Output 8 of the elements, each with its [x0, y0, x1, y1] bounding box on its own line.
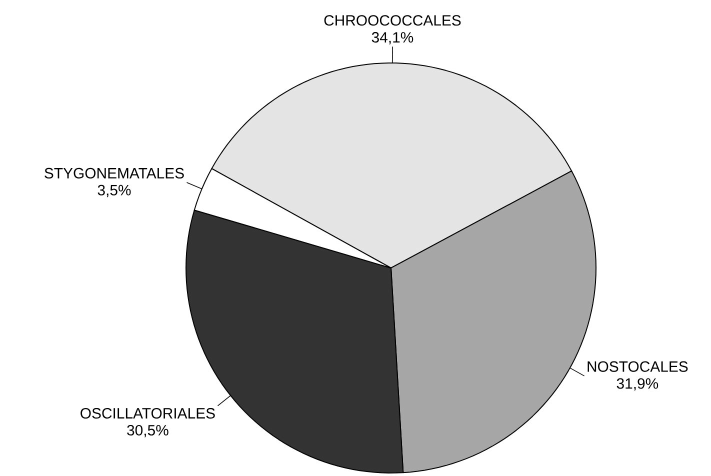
data-label: 31,9% [616, 378, 658, 391]
data-label: 34,1% [372, 32, 414, 44]
slice-label: CHROOCOCCALES [324, 15, 461, 26]
data-label: 3,5% [98, 184, 131, 198]
slice-label: STYGONEMATALES [44, 168, 184, 178]
data-label: 30,5% [127, 424, 168, 438]
slice-label: NOSTOCALES [588, 361, 688, 372]
slice-label: OSCILLATORIALES [80, 408, 215, 419]
